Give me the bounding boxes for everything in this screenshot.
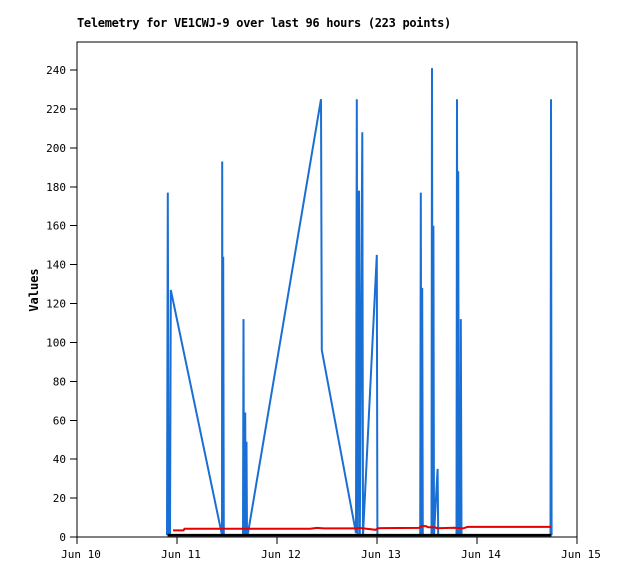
- y-axis: 0 20 40 60 80 100 120 140 160 180 200 220 240: [46, 64, 77, 544]
- y-tick-label: 40: [53, 453, 66, 466]
- y-tick-label: 60: [53, 414, 66, 427]
- chart-title: Telemetry for VE1CWJ-9 over last 96 hour…: [77, 16, 451, 30]
- y-tick-label: 220: [46, 103, 66, 116]
- x-tick-label: Jun 15: [561, 548, 601, 561]
- x-tick-label: Jun 11: [161, 548, 201, 561]
- x-tick-label: Jun 14: [461, 548, 501, 561]
- y-tick-label: 140: [46, 259, 66, 272]
- y-tick-label: 0: [59, 531, 66, 544]
- y-tick-label: 120: [46, 298, 66, 311]
- y-tick-label: 160: [46, 220, 66, 233]
- plot-border: [76, 41, 578, 538]
- x-tick-label: Jun 10: [61, 548, 101, 561]
- x-tick-label: Jun 13: [361, 548, 401, 561]
- y-tick-label: 80: [53, 375, 66, 388]
- y-tick-label: 100: [46, 336, 66, 349]
- y-tick-label: 200: [46, 142, 66, 155]
- y-tick-label: 240: [46, 64, 66, 77]
- telemetry-channel-red-line: [173, 525, 551, 532]
- plot-border-rect: [76, 41, 578, 538]
- telemetry-channel-blue-line: [166, 68, 553, 537]
- series-lines: [166, 68, 553, 537]
- x-tick-label: Jun 12: [261, 548, 301, 561]
- x-axis: Jun 10 Jun 11 Jun 12 Jun 13 Jun 14 Jun 15: [61, 537, 601, 561]
- y-tick-label: 180: [46, 181, 66, 194]
- y-tick-label: 20: [53, 492, 66, 505]
